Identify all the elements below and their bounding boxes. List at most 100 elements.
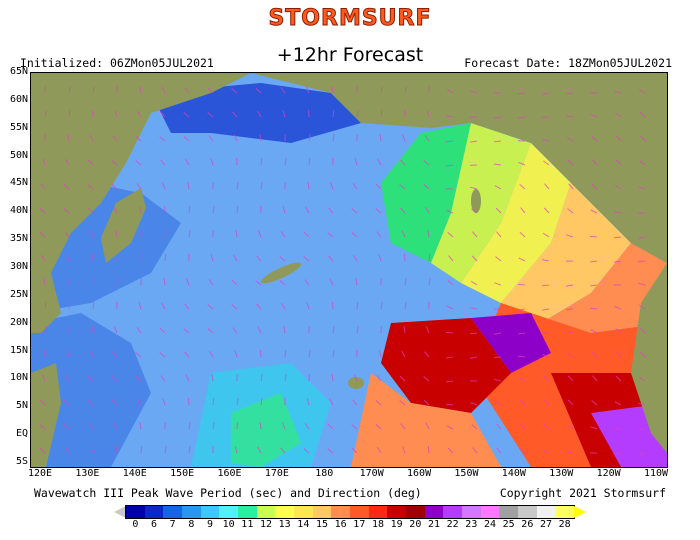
direction-arrow [427, 230, 430, 238]
period-zone-7s [151, 83, 361, 143]
colorbar-tick-label: 18 [371, 519, 385, 530]
period-zone-11s [231, 393, 301, 467]
direction-arrow [613, 427, 622, 430]
direction-arrow [446, 380, 454, 383]
direction-arrow [352, 254, 358, 262]
direction-arrow [356, 301, 359, 310]
colorbar-swatch [406, 506, 425, 518]
direction-arrow [375, 400, 382, 406]
direction-arrow [188, 446, 191, 454]
direction-arrow [470, 186, 478, 190]
colorbar-swatch [182, 506, 201, 518]
direction-arrow [639, 327, 646, 334]
direction-arrow [377, 158, 382, 166]
map-canvas [31, 73, 667, 467]
direction-arrow [519, 231, 526, 238]
direction-arrow [281, 422, 286, 430]
direction-arrow [161, 86, 166, 94]
direction-arrow [159, 136, 166, 142]
direction-arrow [138, 302, 142, 310]
direction-arrow [375, 208, 382, 214]
colorbar-swatches [125, 505, 575, 519]
colorbar-swatch [144, 506, 164, 518]
direction-arrow [308, 134, 311, 142]
direction-arrow [616, 351, 622, 358]
colorbar-swatch [219, 506, 239, 518]
direction-arrow [231, 111, 238, 118]
direction-arrow [592, 159, 598, 166]
direction-arrow [518, 116, 526, 119]
direction-arrow [188, 230, 191, 238]
direction-arrow [327, 255, 334, 262]
direction-arrow [116, 445, 118, 454]
direction-arrow [591, 183, 598, 190]
direction-arrow [401, 230, 406, 238]
direction-arrow [639, 111, 646, 118]
direction-arrow [428, 253, 431, 262]
direction-arrow [255, 87, 262, 94]
direction-arrow [423, 376, 430, 382]
direction-arrow [259, 422, 262, 430]
direction-arrow [378, 350, 382, 358]
direction-arrow [590, 260, 598, 263]
direction-arrow [257, 326, 262, 334]
direction-arrow [638, 89, 646, 94]
direction-arrow [591, 136, 598, 142]
direction-arrow [162, 398, 166, 406]
direction-arrow [518, 257, 526, 262]
direction-arrow [446, 403, 454, 406]
direction-arrow [284, 158, 287, 166]
longitude-label: 170E [264, 468, 289, 479]
period-colorbar [114, 505, 586, 519]
direction-arrow [139, 86, 142, 94]
direction-arrow [136, 327, 142, 334]
period-zone-16s-south [351, 373, 501, 467]
colorbar-tick-label: 19 [390, 519, 403, 530]
direction-arrow [280, 87, 286, 94]
direction-arrow [329, 278, 334, 286]
direction-arrow [87, 375, 94, 382]
direction-arrow [164, 253, 167, 262]
direction-arrow [399, 375, 406, 382]
direction-arrow [135, 160, 142, 166]
direction-arrow [426, 110, 430, 118]
direction-arrow [116, 278, 119, 286]
direction-arrow [446, 356, 454, 359]
direction-arrow [566, 92, 574, 95]
direction-arrow [112, 206, 118, 214]
direction-arrow [400, 423, 406, 430]
direction-arrow [356, 110, 359, 118]
direction-arrow [446, 425, 454, 430]
direction-arrow [614, 306, 622, 310]
direction-arrow [89, 230, 94, 238]
direction-arrow [39, 424, 46, 430]
direction-arrow [567, 208, 574, 214]
forecast-date: Forecast Date: 18ZMon05JUL2021 [464, 56, 672, 70]
colorbar-swatch [312, 506, 332, 518]
direction-arrow [470, 356, 478, 359]
direction-arrow [111, 351, 118, 358]
direction-arrow [260, 349, 262, 358]
direction-arrow [161, 182, 166, 190]
direction-arrow [613, 236, 622, 239]
direction-arrow [495, 447, 502, 454]
latitude-label: 25N [9, 288, 28, 300]
latitude-label: 50N [9, 149, 28, 161]
direction-arrow [111, 399, 118, 406]
colorbar-under-arrow [114, 506, 126, 518]
direction-arrow [63, 183, 70, 190]
colorbar-swatch [331, 506, 351, 518]
longitude-label: 140E [122, 468, 147, 479]
direction-arrow [401, 134, 406, 142]
direction-arrow [493, 356, 502, 358]
direction-arrow [255, 303, 262, 310]
direction-arrow [355, 278, 358, 286]
direction-arrow [184, 87, 190, 94]
colorbar-tick-label: 17 [353, 519, 366, 530]
direction-arrow [159, 159, 166, 166]
direction-arrow [351, 447, 358, 454]
direction-arrow [471, 255, 478, 262]
direction-arrow [423, 399, 430, 406]
direction-arrow [236, 205, 239, 214]
colorbar-swatch [499, 506, 519, 518]
